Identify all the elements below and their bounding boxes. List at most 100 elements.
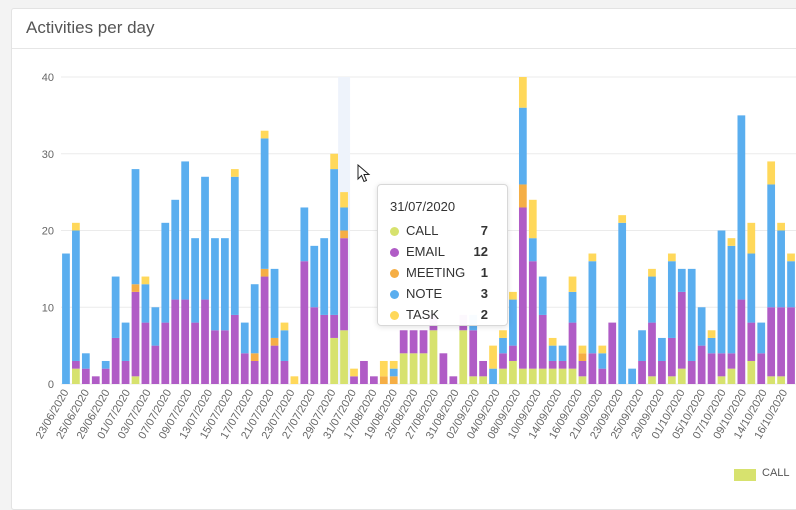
bar-segment-task (568, 276, 577, 292)
mouse-pointer-icon (357, 164, 371, 183)
bar-segment-note (161, 222, 170, 323)
bar-segment-email (230, 314, 239, 384)
bar-segment-call (528, 368, 537, 384)
bar-segment-email (608, 322, 617, 384)
bar-segment-task (330, 153, 339, 170)
bar-segment-email (240, 353, 249, 384)
bar-segment-task (578, 345, 587, 354)
bar-segment-note (648, 276, 656, 323)
bar-segment-email (588, 353, 597, 384)
bar-segment-email (350, 376, 358, 384)
bar-segment-email (578, 360, 587, 377)
bar-segment-email (777, 307, 785, 377)
bar-segment-email (72, 360, 80, 369)
bar-segment-email (558, 360, 567, 369)
bar-segment-task (141, 276, 150, 285)
bar-segment-note (310, 245, 319, 308)
y-tick-label: 0 (48, 379, 54, 391)
bar-segment-task (230, 169, 239, 177)
tooltip-row-note: NOTE 3 (390, 286, 500, 304)
bar-segment-call (648, 376, 656, 384)
tooltip-row-call: CALL 7 (390, 223, 500, 241)
bar-segment-call (419, 353, 428, 384)
bar-segment-task (787, 253, 795, 262)
call-dot-icon (390, 227, 399, 236)
tooltip-row-value: 1 (480, 265, 488, 280)
legend-label: CALL (762, 467, 790, 479)
bar-segment-note (638, 330, 646, 361)
y-tick-label: 30 (42, 149, 54, 161)
bar-segment-note (151, 307, 160, 346)
bar-segment-note (111, 276, 120, 338)
bar-segment-meeting (379, 376, 388, 384)
bar-segment-email (270, 345, 279, 384)
bar-segment-email (201, 299, 209, 384)
bar-segment-call (469, 376, 478, 384)
bar-segment-call (409, 353, 418, 384)
bar-segment-call (479, 376, 488, 384)
bar-segment-email (131, 291, 140, 377)
bar-segment-note (499, 337, 507, 354)
bar-segment-note (72, 230, 80, 361)
bar-segment-note (727, 245, 736, 354)
bar-segment-email (171, 299, 180, 384)
bar-segment-call (727, 368, 736, 384)
note-dot-icon (390, 290, 399, 299)
bar-segment-email (787, 307, 795, 384)
tooltip-row-email: EMAIL 12 (390, 244, 500, 262)
bar-segment-email (101, 368, 110, 384)
bar-segment-call (717, 376, 726, 384)
bar-segment-task (727, 238, 736, 246)
bar-segment-task (747, 222, 756, 254)
tooltip-row-value: 3 (480, 286, 488, 301)
chart-legend-call[interactable]: CALL (734, 467, 796, 483)
bar-segment-call (499, 368, 507, 384)
bar-segment-note (211, 238, 219, 331)
bar-segment-note (757, 322, 766, 354)
bar-segment-note (340, 207, 348, 231)
bar-segment-call (747, 360, 756, 384)
bar-segment-email (717, 353, 726, 377)
y-tick-label: 40 (42, 72, 54, 84)
bar-segment-call (459, 330, 468, 384)
bar-segment-email (528, 261, 537, 369)
bar-segment-note (568, 291, 577, 323)
bar-segment-email (548, 360, 557, 369)
bar-segment-note (697, 307, 706, 346)
tooltip-row-name: TASK (406, 307, 439, 322)
bar-segment-email (211, 330, 219, 384)
bar-segment-email (121, 360, 130, 384)
bar-segment-email (767, 307, 776, 377)
bar-segment-note (240, 322, 249, 354)
bar-segment-task (707, 330, 716, 338)
bar-segment-note (558, 345, 567, 361)
bar-segment-note (618, 222, 627, 384)
bar-segment-call (578, 376, 587, 384)
bar-segment-email (280, 360, 289, 384)
bar-segment-task (648, 268, 656, 277)
bar-segment-call (538, 368, 547, 384)
bar-segment-note (141, 284, 150, 323)
bar-segment-note (548, 345, 557, 361)
tooltip-row-value: 2 (480, 307, 488, 322)
bar-segment-note (320, 238, 329, 315)
bar-segment-meeting (389, 376, 398, 384)
tooltip-row-name: EMAIL (406, 244, 446, 259)
bar-segment-email (419, 330, 428, 354)
bar-segment-note (260, 138, 269, 269)
bar-segment-call (72, 368, 80, 384)
bar-segment-email (518, 207, 527, 369)
bar-segment-call (667, 376, 676, 384)
bar-segment-call (568, 368, 577, 384)
bar-segment-call (509, 360, 517, 384)
bar-segment-email (449, 376, 458, 384)
bar-segment-email (757, 353, 766, 384)
bar-segment-note (518, 107, 527, 185)
bar-segment-email (141, 322, 150, 384)
bar-segment-note (677, 268, 686, 292)
bar-segment-note (528, 238, 537, 262)
bar-segment-email (260, 276, 269, 384)
legend-swatch-icon (734, 469, 756, 481)
bar-segment-note (767, 184, 776, 308)
bar-segment-email (509, 345, 517, 361)
